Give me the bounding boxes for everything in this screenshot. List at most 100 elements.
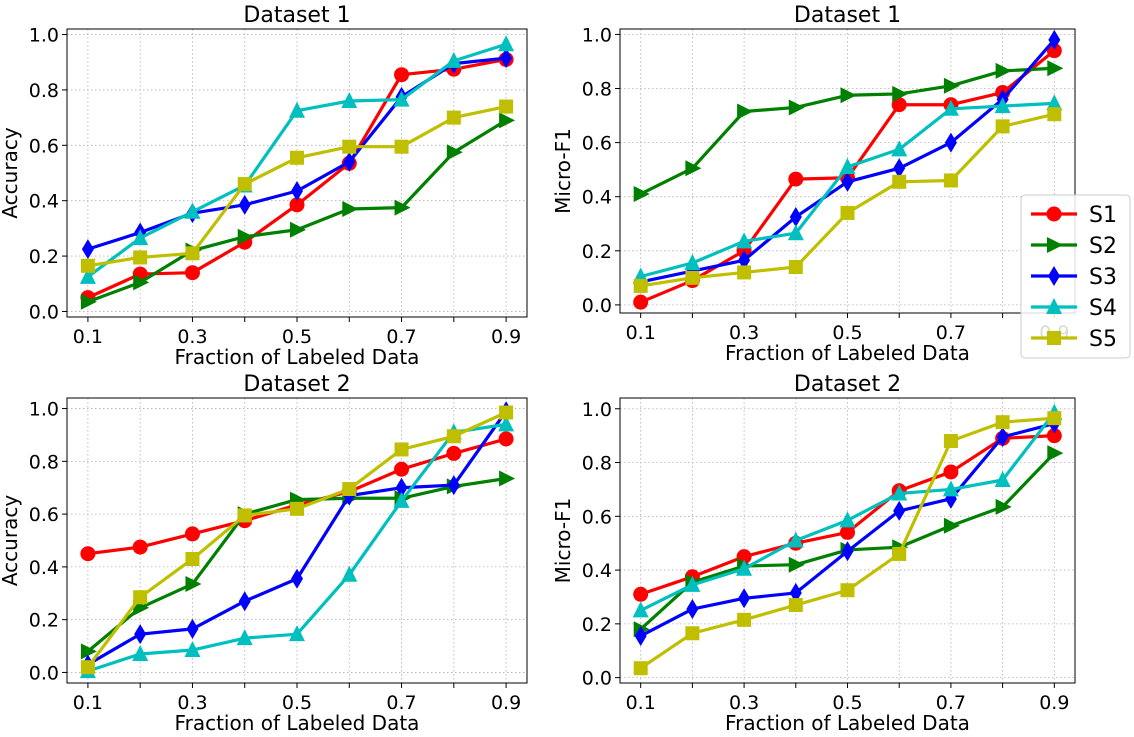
data-point [343,151,356,172]
data-point [633,661,648,676]
data-point [446,110,461,125]
data-point [685,270,700,285]
data-point [841,541,854,562]
y-axis-label: Micro-F1 [551,498,575,584]
data-point [841,171,854,192]
chart-title: Dataset 2 [794,372,901,397]
y-tick-label: 0.8 [582,79,612,101]
data-point [184,265,200,281]
data-point [446,429,461,444]
chart-title: Dataset 1 [794,3,901,28]
data-point [942,99,959,116]
x-tick-label: 0.3 [177,692,207,714]
data-point [1046,428,1062,444]
y-tick-label: 0.8 [582,453,612,475]
data-point [1046,43,1062,59]
data-point [393,90,410,107]
y-tick-label: 0.2 [29,246,59,268]
series-S5 [633,411,1062,676]
data-point [738,250,751,271]
data-point [738,588,751,609]
data-point [184,526,200,542]
data-point [892,546,907,561]
x-tick-label: 0.5 [282,692,312,714]
data-point [289,625,305,642]
data-point [789,206,802,227]
x-tick-label: 0.3 [729,322,759,344]
data-point [184,202,201,219]
x-axis-label: Fraction of Labeled Data [725,341,970,365]
data-point [291,568,303,589]
data-point [499,405,514,420]
data-point [446,445,462,461]
data-point [1047,107,1062,122]
y-tick-label: 0.4 [582,187,612,209]
data-point [341,92,358,108]
y-axis-label: Accuracy [0,127,22,218]
data-point [80,643,97,660]
x-axis-label: Fraction of Labeled Data [175,345,420,369]
data-point [788,598,803,613]
data-point [840,205,855,220]
chart-title: Dataset 2 [243,372,350,397]
data-point [686,599,699,620]
data-point [133,590,148,605]
x-tick-label: 0.1 [73,692,103,714]
data-point [840,87,857,104]
legend-marker [1046,206,1062,222]
data-point [498,415,515,432]
data-point [446,144,463,161]
x-tick-label: 0.9 [491,692,521,714]
data-point [289,197,305,213]
data-point [995,119,1010,134]
data-point [185,551,200,566]
data-point [1047,60,1064,77]
legend-marker [1047,331,1061,345]
data-point [787,531,804,548]
legend-label: S5 [1089,327,1117,352]
data-point [787,224,804,241]
data-point [499,99,514,114]
data-point [1048,29,1061,50]
data-point [80,293,97,310]
data-point [134,624,147,645]
data-point [341,565,358,582]
series-S4 [632,403,1063,618]
data-point [788,556,805,573]
y-tick-label: 0.4 [29,557,59,579]
data-point [499,470,516,487]
legend-item-S1: S1 [1031,203,1117,228]
x-tick-label: 0.1 [626,692,656,714]
data-point [395,477,408,498]
data-point [342,201,359,217]
data-point [289,101,305,118]
data-point [342,482,357,497]
legend-marker [1047,237,1063,253]
x-axis-label: Fraction of Labeled Data [175,711,420,735]
chart-panel-4: 0.1 0.3 0.5 0.7 0.9 0.0 0.2 0.4 0.6 0.8 1.0 Dataset… [551,372,1076,735]
data-point [79,267,96,284]
x-tick-label: 0.9 [491,326,521,348]
data-point [943,77,960,94]
data-point [942,480,959,497]
y-tick-label: 0.0 [29,662,59,684]
data-point [185,576,202,593]
data-point [840,524,855,540]
data-point [994,471,1011,488]
data-point [342,139,357,154]
data-point [499,112,516,129]
data-point [394,139,409,154]
data-point [736,232,753,249]
legend-label: S3 [1089,265,1117,290]
x-tick-label: 0.3 [729,692,759,714]
legend-item-S2: S2 [1031,234,1117,259]
x-tick-label: 0.1 [626,322,656,344]
data-point [447,475,460,496]
y-tick-label: 0.6 [582,506,612,528]
x-tick-label: 0.5 [282,326,312,348]
legend-label: S4 [1089,296,1117,321]
legend-item-S3: S3 [1031,265,1117,290]
data-point [80,660,95,675]
x-tick-label: 0.5 [832,322,862,344]
data-point [498,431,514,447]
